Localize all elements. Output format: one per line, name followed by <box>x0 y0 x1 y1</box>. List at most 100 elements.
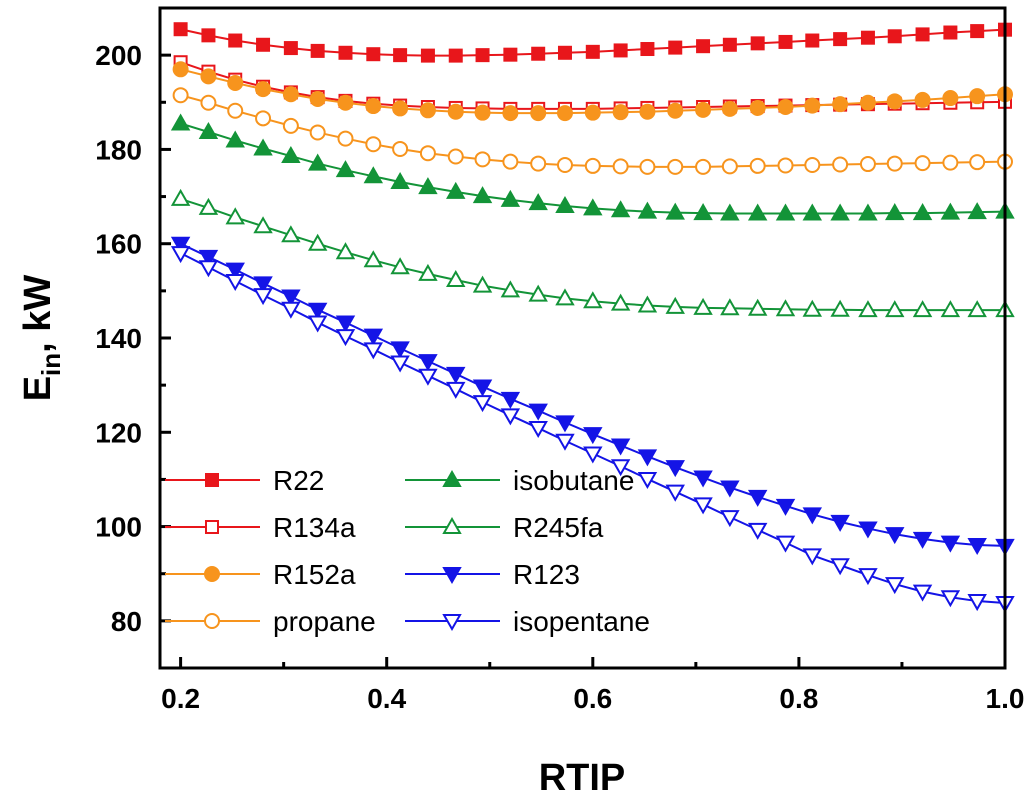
data-point-isobutane <box>637 201 658 219</box>
data-point-r245fa <box>170 188 191 206</box>
data-point-isobutane <box>363 166 384 184</box>
data-point-propane <box>200 94 217 111</box>
data-point-r245fa <box>583 291 603 309</box>
data-point-propane <box>172 87 189 104</box>
data-point-r245fa <box>637 295 658 313</box>
data-point-isopentane <box>858 568 878 586</box>
data-point-propane <box>914 155 931 172</box>
data-point-r22 <box>475 48 490 63</box>
data-point-isopentane <box>967 594 987 612</box>
data-point-propane <box>309 124 326 141</box>
data-point-propane <box>886 155 903 172</box>
data-point-propane <box>227 102 244 119</box>
y-tick-label: 100 <box>95 512 142 543</box>
data-point-r245fa <box>446 269 466 288</box>
legend-marker <box>205 473 219 487</box>
data-point-propane <box>419 145 436 162</box>
data-point-isobutane <box>307 153 328 171</box>
data-point-isopentane <box>281 301 301 319</box>
data-point-r123 <box>720 480 740 498</box>
x-tick-label: 1.0 <box>986 683 1024 714</box>
legend-label: R152a <box>273 559 356 590</box>
legend-label: R134a <box>273 512 356 543</box>
data-point-r123 <box>418 354 438 372</box>
data-point-isopentane <box>418 368 438 386</box>
data-point-r245fa <box>390 257 410 275</box>
data-point-propane <box>639 158 656 175</box>
data-point-r123 <box>747 489 768 507</box>
legend-item-r152a: R152a <box>165 559 356 590</box>
data-point-r152a <box>886 93 903 110</box>
data-point-r22 <box>696 39 711 54</box>
data-point-r245fa <box>747 298 768 316</box>
data-point-isopentane <box>446 381 466 399</box>
data-point-propane <box>612 158 629 175</box>
data-point-r152a <box>309 90 326 107</box>
data-point-isobutane <box>665 202 685 220</box>
data-point-propane <box>365 136 382 153</box>
data-point-isopentane <box>885 577 905 595</box>
data-point-propane <box>337 130 354 147</box>
data-point-r123 <box>555 415 575 433</box>
data-point-r152a <box>639 103 656 120</box>
data-point-r22 <box>173 22 188 37</box>
data-point-r123 <box>307 302 328 320</box>
data-point-r245fa <box>940 300 961 318</box>
data-point-propane <box>721 158 738 175</box>
data-point-r152a <box>530 105 547 122</box>
data-point-r22 <box>750 36 765 51</box>
data-point-isopentane <box>720 510 740 528</box>
data-point-r152a <box>200 68 217 85</box>
data-point-r245fa <box>912 300 933 318</box>
data-point-r245fa <box>281 225 301 243</box>
data-point-isopentane <box>335 329 356 347</box>
data-point-isopentane <box>307 315 328 333</box>
data-point-r152a <box>255 81 272 98</box>
data-point-r152a <box>172 61 189 78</box>
data-point-r22 <box>531 46 546 61</box>
series-r22 <box>173 22 1012 63</box>
data-point-r123 <box>390 341 410 359</box>
data-point-propane <box>282 117 299 134</box>
data-point-isobutane <box>528 193 548 211</box>
y-axis-title: Ein, kW <box>17 275 66 402</box>
data-point-isopentane <box>665 484 685 502</box>
data-point-propane <box>804 156 821 173</box>
data-point-r22 <box>613 43 628 58</box>
data-point-propane <box>474 151 491 168</box>
data-point-r22 <box>228 33 243 48</box>
data-point-propane <box>447 148 464 165</box>
data-point-r245fa <box>528 284 548 302</box>
data-point-r245fa <box>472 275 493 293</box>
data-point-propane <box>749 157 766 174</box>
series-r245fa <box>170 188 1015 318</box>
data-point-r152a <box>914 91 931 108</box>
data-point-r245fa <box>225 207 245 225</box>
svg-text:Ein, kW: Ein, kW <box>17 275 66 402</box>
data-point-r123 <box>528 403 548 421</box>
data-point-r152a <box>942 90 959 107</box>
data-point-r123 <box>281 289 301 307</box>
data-point-isobutane <box>253 138 273 156</box>
legend-label: R123 <box>513 559 580 590</box>
legend-label: R245fa <box>513 512 604 543</box>
legend-label: isobutane <box>513 465 634 496</box>
data-point-propane <box>530 155 547 172</box>
y-tick-label: 200 <box>95 40 142 71</box>
data-point-r22 <box>805 33 820 48</box>
data-point-r22 <box>585 44 600 59</box>
data-point-r22 <box>366 47 381 62</box>
data-point-isopentane <box>390 355 410 373</box>
data-point-r152a <box>474 104 491 121</box>
data-point-isobutane <box>500 189 521 207</box>
legend-label: isopentane <box>513 606 650 637</box>
data-point-r245fa <box>418 263 438 281</box>
data-point-isopentane <box>500 408 521 426</box>
data-point-r123 <box>802 507 823 525</box>
data-point-propane <box>255 110 272 127</box>
data-point-r22 <box>310 43 325 58</box>
data-point-r123 <box>335 315 356 333</box>
data-point-r245fa <box>335 242 356 260</box>
data-point-r22 <box>393 48 408 63</box>
data-point-r245fa <box>858 300 878 318</box>
